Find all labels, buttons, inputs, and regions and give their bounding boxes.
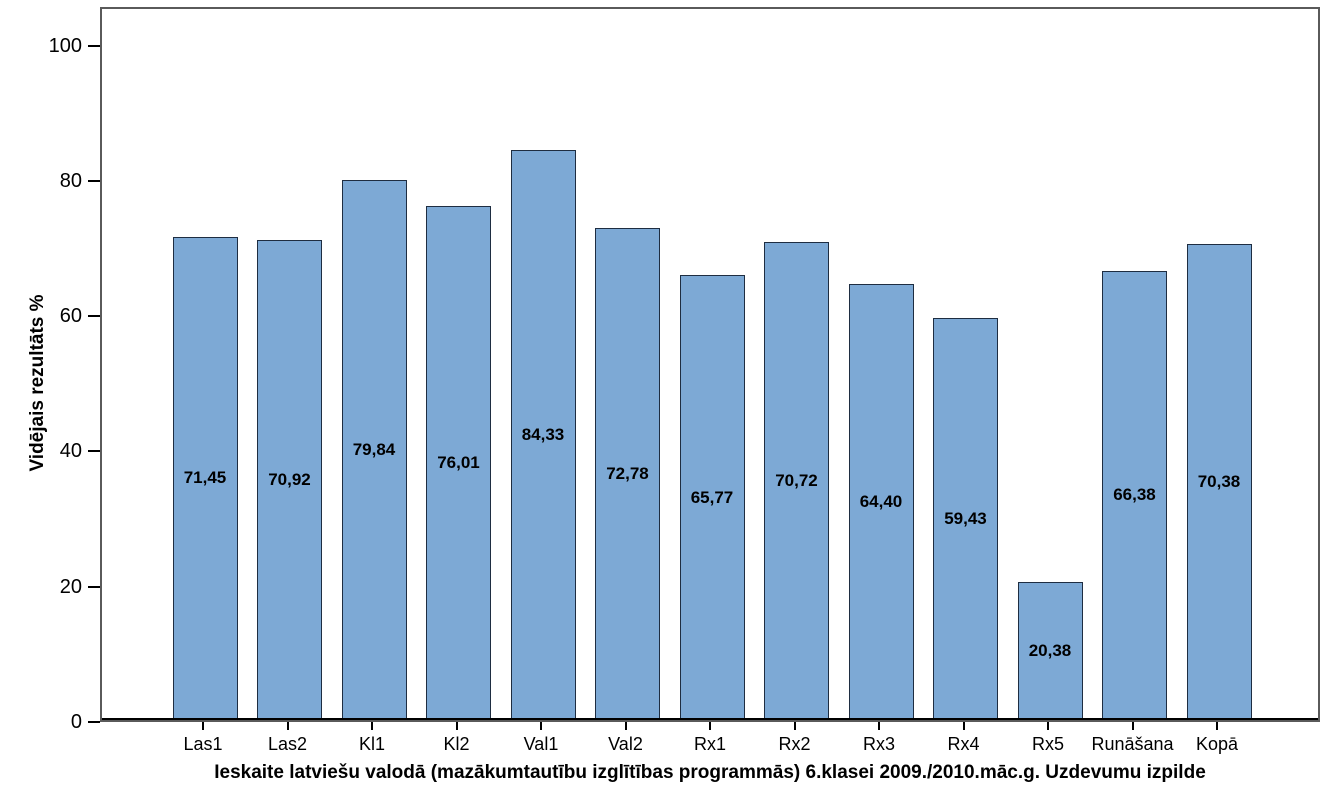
plot-area: 71,45 70,92 79,84 76,01 84,33 72,78 65,77 70,72… (100, 7, 1320, 722)
x-tick-mark (1047, 722, 1049, 730)
y-tick-label: 20 (59, 575, 82, 598)
bar-Rx5: 20,38 (1017, 582, 1083, 720)
x-tick-label-Val1: Val1 (523, 734, 559, 754)
bar-Rx3: 64,40 (848, 284, 914, 720)
bar-Kl1: 79,84 (341, 179, 407, 720)
bar-value-label: 79,84 (352, 439, 396, 459)
x-tick-label-Kopā: Kopā (1195, 734, 1239, 754)
x-axis-line (102, 718, 1318, 720)
x-tick-mark (202, 722, 204, 730)
y-tick-mark (88, 179, 100, 182)
bar-value-label: 84,33 (521, 424, 565, 444)
bar-value-label: 76,01 (437, 452, 480, 472)
bar-Val1: 84,33 (510, 149, 576, 720)
x-tick-mark (540, 722, 542, 730)
y-tick-label: 40 (59, 440, 82, 463)
x-tick-mark (1216, 722, 1218, 730)
x-tick-label-Rx5: Rx5 (1031, 734, 1064, 754)
bar-value-label: 72,78 (606, 463, 649, 483)
x-tick-label-Rx2: Rx2 (778, 734, 811, 754)
bar-Val2: 72,78 (595, 227, 660, 720)
x-tick-label-Kl1: Kl1 (358, 734, 385, 754)
y-tick-mark (88, 44, 100, 47)
y-tick-mark (88, 721, 100, 723)
bar-Las2: 70,92 (257, 240, 322, 720)
x-tick-mark (371, 722, 373, 730)
bar-value-label: 70,72 (775, 470, 818, 490)
x-tick-mark (962, 722, 965, 730)
bar-Kl2: 76,01 (426, 205, 491, 720)
bar-value-label: 65,77 (690, 487, 734, 507)
x-tick-mark (878, 722, 880, 730)
bar-value-label: 70,92 (268, 470, 311, 490)
x-tick-label-Kl2: Kl2 (443, 734, 470, 754)
y-tick-mark (88, 585, 100, 588)
y-tick-mark (88, 450, 100, 453)
bar-Las1: 71,45 (172, 236, 238, 720)
x-tick-mark (1131, 722, 1134, 730)
y-tick-mark (88, 315, 100, 318)
y-tick-label: 0 (70, 711, 82, 733)
bar-Kopā: 70,38 (1186, 243, 1252, 720)
y-tick-label: 60 (59, 305, 82, 328)
x-tick-mark (709, 722, 711, 730)
bar-Rx2: 70,72 (764, 241, 829, 720)
x-tick-label-Las1: Las1 (183, 734, 223, 754)
x-tick-label-Runāšana: Runāšana (1091, 734, 1174, 754)
y-axis-title: Vidējais rezultāts % (27, 294, 48, 472)
y-tick-label: 100 (48, 34, 82, 57)
x-tick-label-Rx1: Rx1 (693, 734, 726, 754)
x-tick-mark (793, 722, 796, 730)
bar-value-label: 64,40 (859, 492, 903, 512)
bar-Rx4: 59,43 (933, 317, 998, 720)
x-tick-label-Rx3: Rx3 (862, 734, 895, 754)
x-tick-mark (286, 722, 289, 730)
bar-value-label: 71,45 (183, 468, 227, 488)
bar-value-label: 70,38 (1197, 471, 1241, 491)
x-tick-mark (455, 722, 458, 730)
x-tick-mark (624, 722, 627, 730)
bar-value-label: 20,38 (1028, 641, 1072, 661)
x-tick-label-Las2: Las2 (267, 734, 308, 754)
bar-value-label: 59,43 (944, 508, 987, 528)
bar-Rx1: 65,77 (679, 275, 745, 720)
bar-Runāšana: 66,38 (1102, 270, 1167, 720)
x-axis-title: Ieskaite latviešu valodā (mazākumtautību… (214, 762, 1206, 783)
y-tick-label: 80 (59, 169, 82, 192)
x-tick-label-Val2: Val2 (608, 734, 643, 754)
x-tick-label-Rx4: Rx4 (947, 734, 980, 754)
bar-value-label: 66,38 (1113, 485, 1156, 505)
